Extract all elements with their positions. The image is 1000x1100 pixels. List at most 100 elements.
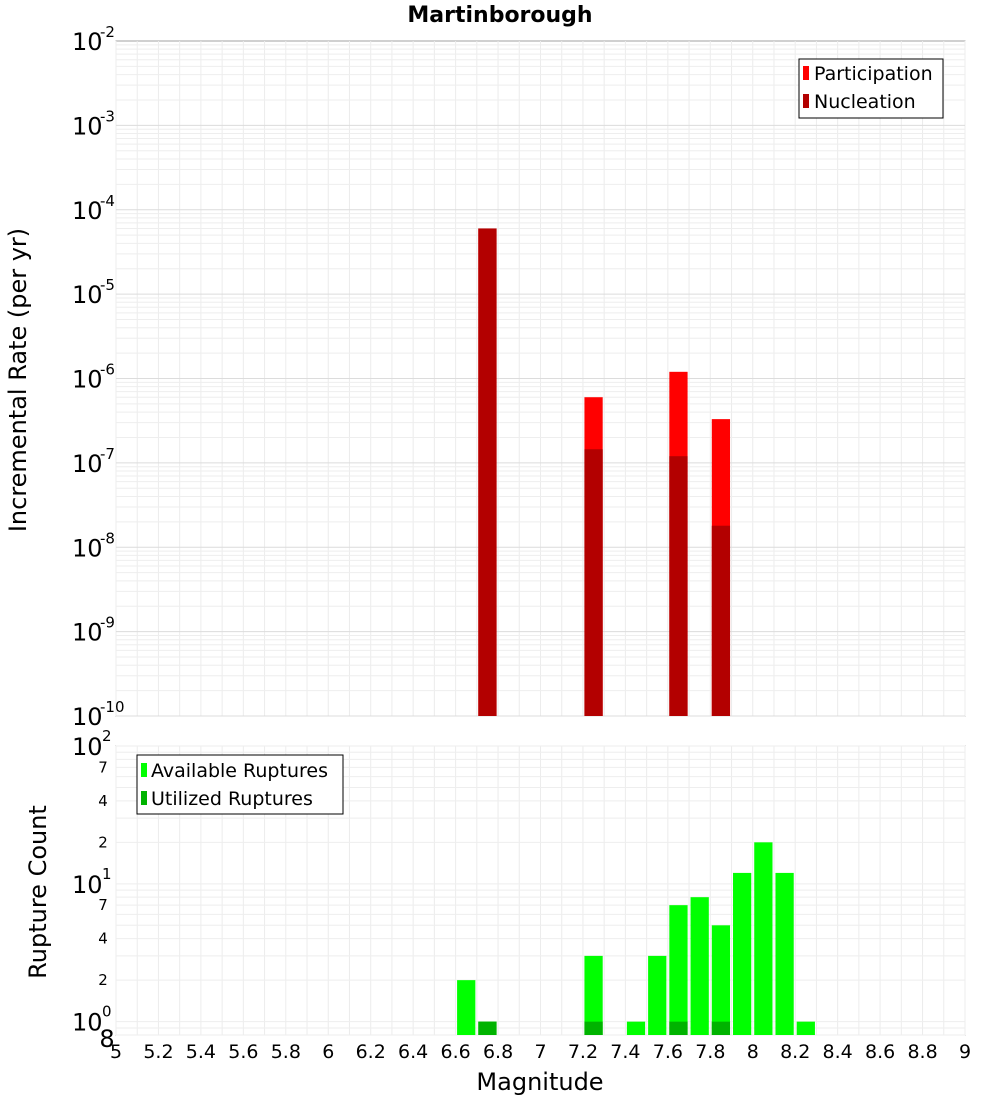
top-y-tick: 10-5: [72, 276, 115, 309]
x-axis-label: Magnitude: [476, 1068, 603, 1096]
top-y-tick-exp: -6: [100, 361, 115, 379]
x-ticks: 5 5.2 5.4 5.6 5.8 6 6.2 6.4 6.6 6.8 7 7.2 7.4 7.6 7.8 8…: [110, 1041, 971, 1063]
top-grid: [115, 41, 966, 717]
top-y-tick: 10-2: [72, 23, 115, 56]
bottom-y-minor-tick: 4: [98, 792, 108, 810]
top-y-tick-exp: -7: [100, 445, 115, 463]
bottom-y-minor-tick: 8: [99, 1025, 114, 1053]
available-bar: [796, 1021, 815, 1035]
legend-swatch-nucleation: [803, 94, 809, 108]
top-y-tick-base: 10: [72, 534, 103, 562]
bottom-y-tick-base: 10: [72, 871, 103, 899]
top-bars: [478, 228, 731, 716]
top-y-tick: 10-10: [72, 698, 125, 731]
utilized-bar: [711, 1021, 731, 1035]
available-bar: [457, 980, 476, 1035]
x-tick-label: 6.4: [398, 1041, 428, 1063]
x-tick-label: 6.2: [356, 1041, 386, 1063]
x-tick-label: 8: [747, 1041, 759, 1063]
top-y-tick-base: 10: [72, 450, 103, 478]
top-y-tick-base: 10: [72, 197, 103, 225]
top-y-tick: 10-9: [72, 614, 115, 647]
top-panel: 10-210-310-410-510-610-710-810-910-10 In…: [4, 23, 966, 731]
bottom-y-minor-tick: 7: [98, 896, 108, 914]
top-y-tick-exp: -5: [100, 276, 115, 294]
available-bar: [690, 897, 709, 1035]
nucleation-bar: [711, 525, 731, 716]
x-tick-label: 9: [959, 1041, 971, 1063]
available-bar: [711, 925, 731, 1035]
legend-label-nucleation: Nucleation: [814, 91, 916, 113]
top-legend-box: [798, 58, 944, 119]
top-y-tick: 10-7: [72, 445, 115, 478]
legend-swatch-participation: [803, 66, 809, 80]
nucleation-bar: [478, 228, 497, 716]
utilized-bar: [478, 1021, 497, 1035]
legend-swatch-utilized: [141, 791, 147, 805]
x-tick-label: 7.4: [610, 1041, 640, 1063]
bottom-y-axis-label: Rupture Count: [24, 805, 52, 979]
available-bar: [648, 955, 667, 1035]
legend-swatch-available: [141, 763, 147, 777]
top-y-tick-exp: -2: [100, 23, 115, 41]
top-y-tick: 10-6: [72, 361, 115, 394]
x-tick-label: 5.4: [186, 1041, 216, 1063]
bottom-grid: [115, 745, 966, 1036]
nucleation-bar: [584, 449, 603, 716]
x-tick-label: 8.6: [865, 1041, 895, 1063]
top-y-ticks: 10-210-310-410-510-610-710-810-910-10: [72, 23, 125, 731]
x-tick-label: 8.2: [780, 1041, 810, 1063]
legend-label-participation: Participation: [814, 63, 933, 85]
top-y-tick-base: 10: [72, 366, 103, 394]
available-bar: [669, 905, 688, 1035]
x-tick-label: 5.6: [228, 1041, 258, 1063]
top-y-tick-base: 10: [72, 703, 103, 731]
x-tick-label: 5.8: [271, 1041, 301, 1063]
top-y-tick-exp: -4: [100, 192, 115, 210]
top-y-tick-base: 10: [72, 281, 103, 309]
x-tick-label: 7.8: [695, 1041, 725, 1063]
bottom-y-minor-tick: 2: [98, 833, 108, 851]
legend-label-available: Available Ruptures: [151, 760, 328, 782]
bottom-y-minor-tick: 7: [98, 758, 108, 776]
nucleation-bar: [669, 456, 688, 716]
top-y-tick-exp: -9: [100, 614, 115, 632]
available-bar: [584, 955, 603, 1035]
chart-title: Martinborough: [407, 3, 592, 28]
top-y-tick-exp: -3: [100, 107, 115, 125]
top-y-tick-exp: -10: [100, 698, 125, 716]
bottom-legend-box: [136, 754, 344, 815]
x-tick-label: 8.8: [907, 1041, 937, 1063]
top-y-tick: 10-8: [72, 529, 115, 562]
bottom-y-minor-tick: 4: [98, 930, 108, 948]
available-bar: [733, 872, 752, 1035]
top-y-tick-base: 10: [72, 112, 103, 140]
x-tick-label: 7.2: [568, 1041, 598, 1063]
bottom-y-tick-base: 10: [72, 1009, 103, 1037]
x-tick-label: 8.4: [823, 1041, 853, 1063]
utilized-bar: [584, 1021, 603, 1035]
bottom-y-tick: 10 1: [72, 865, 112, 899]
x-tick-label: 6.6: [440, 1041, 470, 1063]
legend-label-utilized: Utilized Ruptures: [151, 788, 313, 810]
x-tick-label: 7.6: [653, 1041, 683, 1063]
bottom-y-tick-exp: 2: [102, 727, 112, 745]
top-y-axis-label: Incremental Rate (per yr): [4, 228, 32, 532]
x-tick-label: 6.8: [483, 1041, 513, 1063]
bottom-y-tick-base: 10: [72, 733, 103, 761]
top-y-tick: 10-4: [72, 192, 115, 225]
top-y-tick-base: 10: [72, 619, 103, 647]
bottom-y-tick: 10 0: [72, 1003, 112, 1037]
x-tick-label: 5: [110, 1041, 122, 1063]
bottom-bars: [457, 842, 815, 1035]
available-bar: [754, 842, 773, 1035]
top-legend: Participation Nucleation: [798, 58, 944, 119]
bottom-y-tick: 10 2: [72, 727, 112, 761]
available-bar: [626, 1021, 646, 1035]
utilized-bar: [669, 1021, 688, 1035]
bottom-legend: Available Ruptures Utilized Ruptures: [136, 754, 344, 815]
top-y-tick-exp: -8: [100, 529, 115, 547]
bottom-y-tick-exp: 1: [102, 865, 112, 883]
top-y-tick: 10-3: [72, 107, 115, 140]
